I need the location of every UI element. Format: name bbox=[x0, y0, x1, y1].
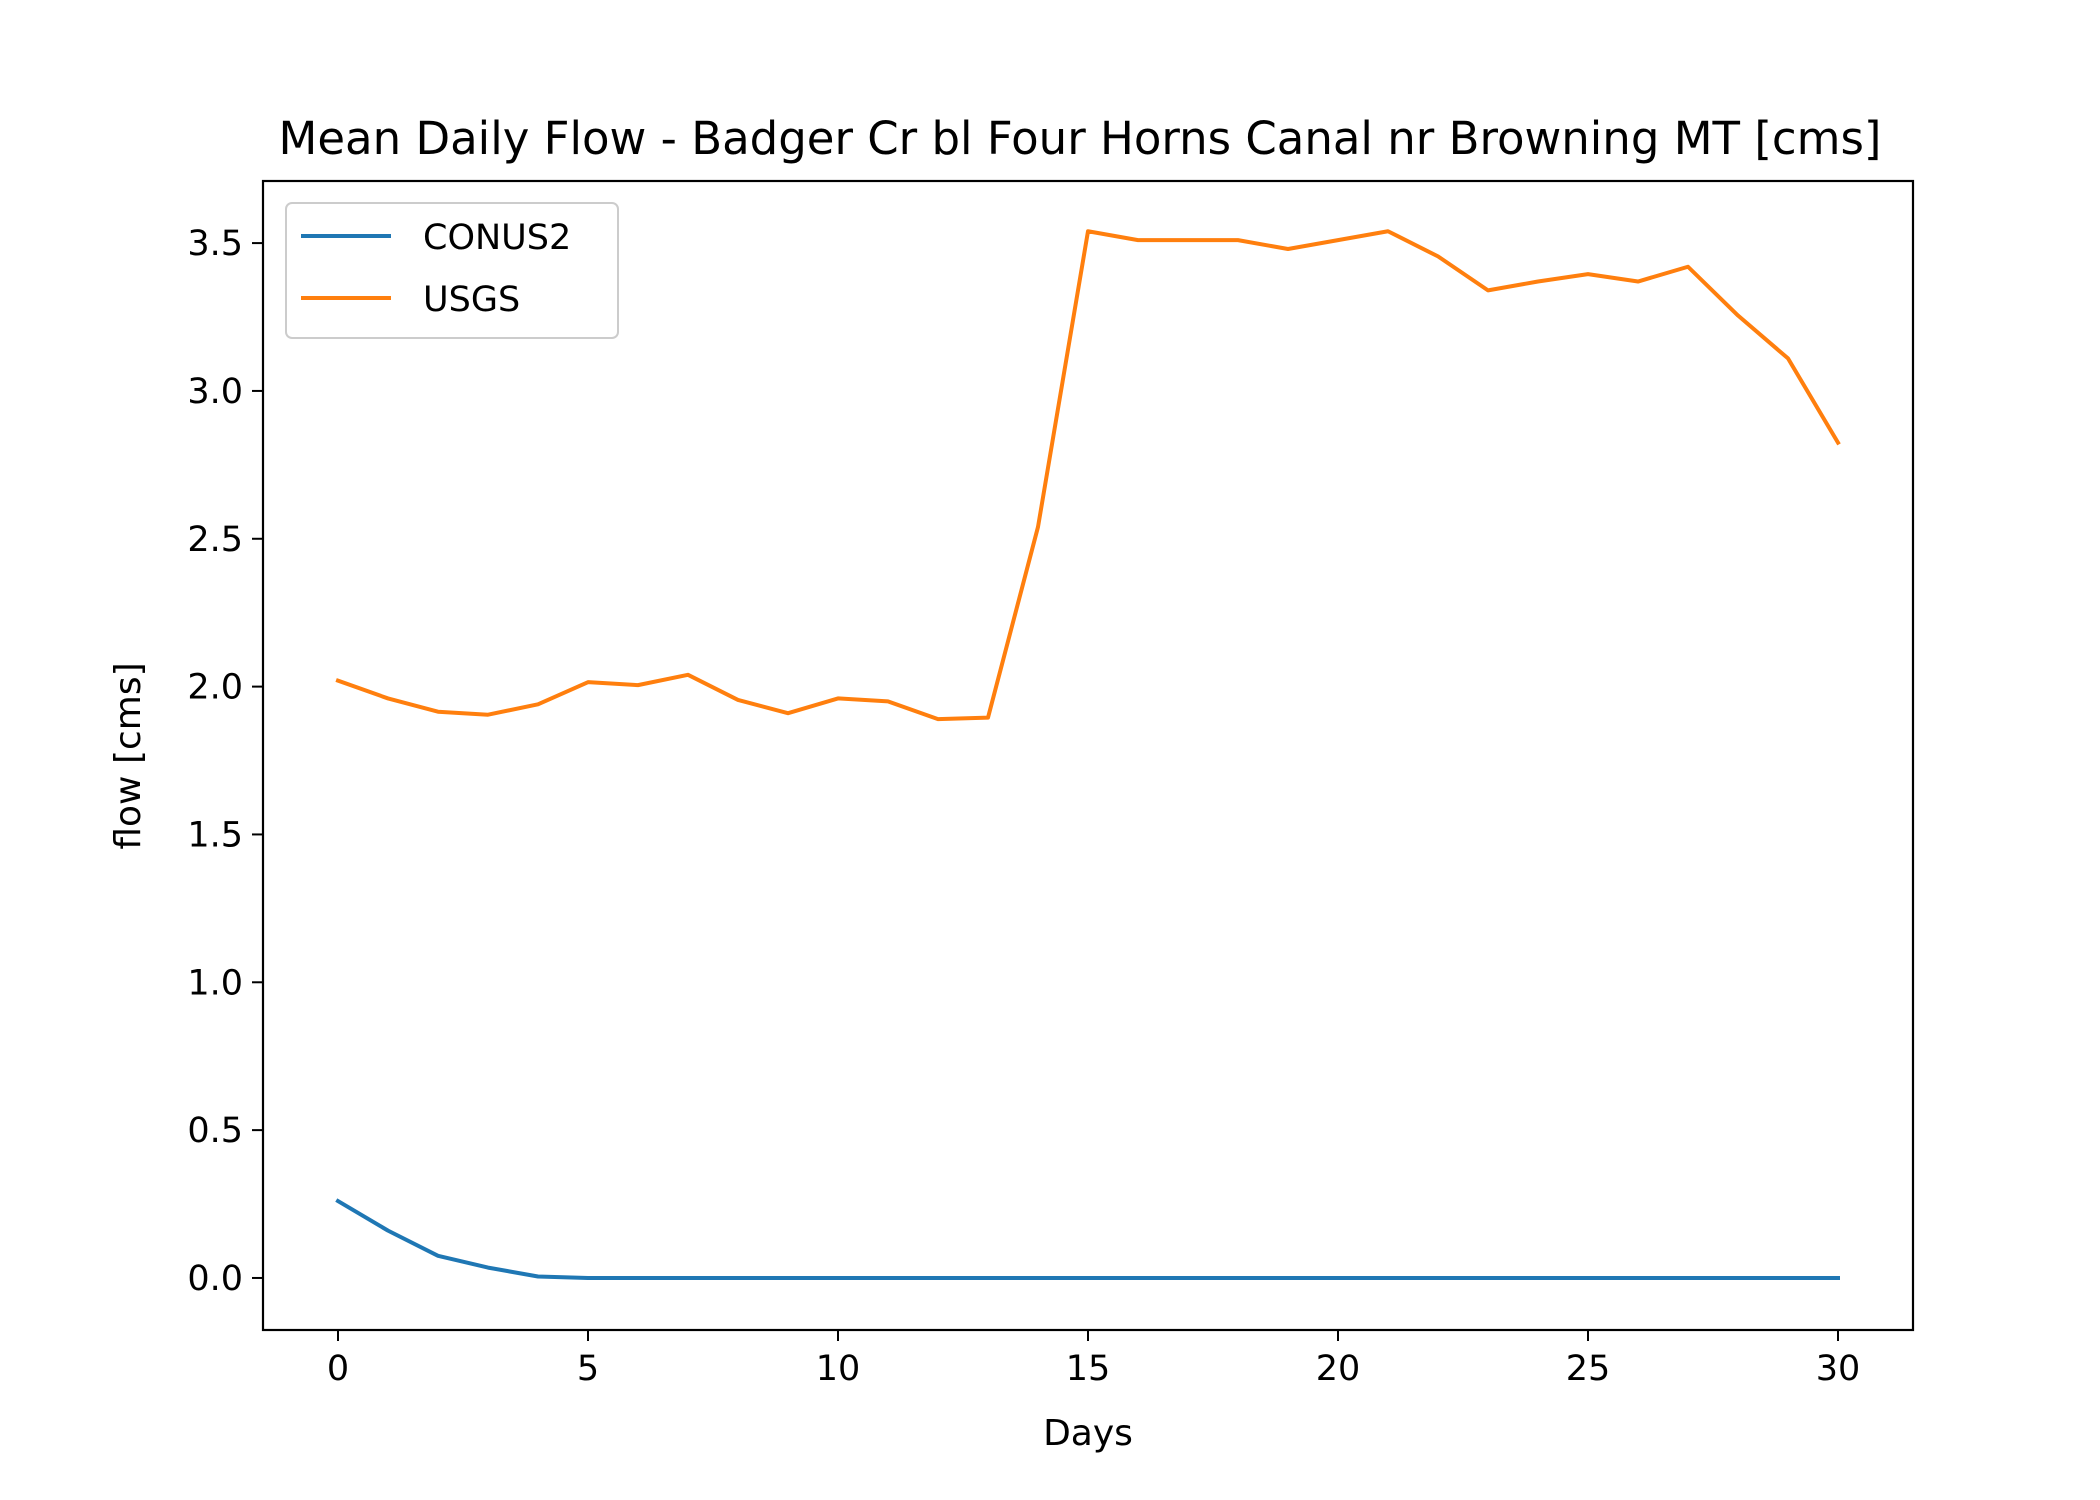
chart-title: Mean Daily Flow - Badger Cr bl Four Horn… bbox=[279, 112, 1882, 165]
y-tick-label: 3.0 bbox=[187, 372, 243, 412]
y-tick-label: 2.5 bbox=[187, 520, 243, 560]
series-line-conus2 bbox=[335, 1198, 1840, 1280]
series-layer bbox=[335, 229, 1841, 1280]
x-tick-label: 10 bbox=[816, 1349, 861, 1389]
x-axis-ticks: 0 5 10 15 20 25 30 bbox=[327, 1330, 1860, 1389]
y-axis-ticks: 0.0 0.5 1.0 1.5 2.0 2.5 3.0 3.5 bbox=[187, 224, 263, 1299]
y-tick-label: 1.0 bbox=[187, 963, 243, 1003]
legend-label-usgs: USGS bbox=[423, 280, 520, 320]
x-tick-label: 5 bbox=[577, 1349, 599, 1389]
x-tick-label: 20 bbox=[1316, 1349, 1361, 1389]
y-tick-label: 0.5 bbox=[187, 1111, 243, 1151]
y-axis-label: flow [cms] bbox=[108, 662, 149, 849]
legend-label-conus2: CONUS2 bbox=[423, 218, 571, 258]
series-line-usgs bbox=[335, 229, 1841, 722]
legend: CONUS2 USGS bbox=[285, 202, 619, 339]
y-tick-label: 1.5 bbox=[187, 815, 243, 855]
x-tick-label: 15 bbox=[1066, 1349, 1111, 1389]
x-tick-label: 0 bbox=[327, 1349, 349, 1389]
y-tick-label: 0.0 bbox=[187, 1259, 243, 1299]
x-tick-label: 25 bbox=[1566, 1349, 1611, 1389]
x-tick-label: 30 bbox=[1816, 1349, 1861, 1389]
y-tick-label: 2.0 bbox=[187, 668, 243, 708]
y-tick-label: 3.5 bbox=[187, 224, 243, 264]
x-axis-label: Days bbox=[1043, 1413, 1133, 1454]
plot-area bbox=[261, 179, 1915, 1332]
